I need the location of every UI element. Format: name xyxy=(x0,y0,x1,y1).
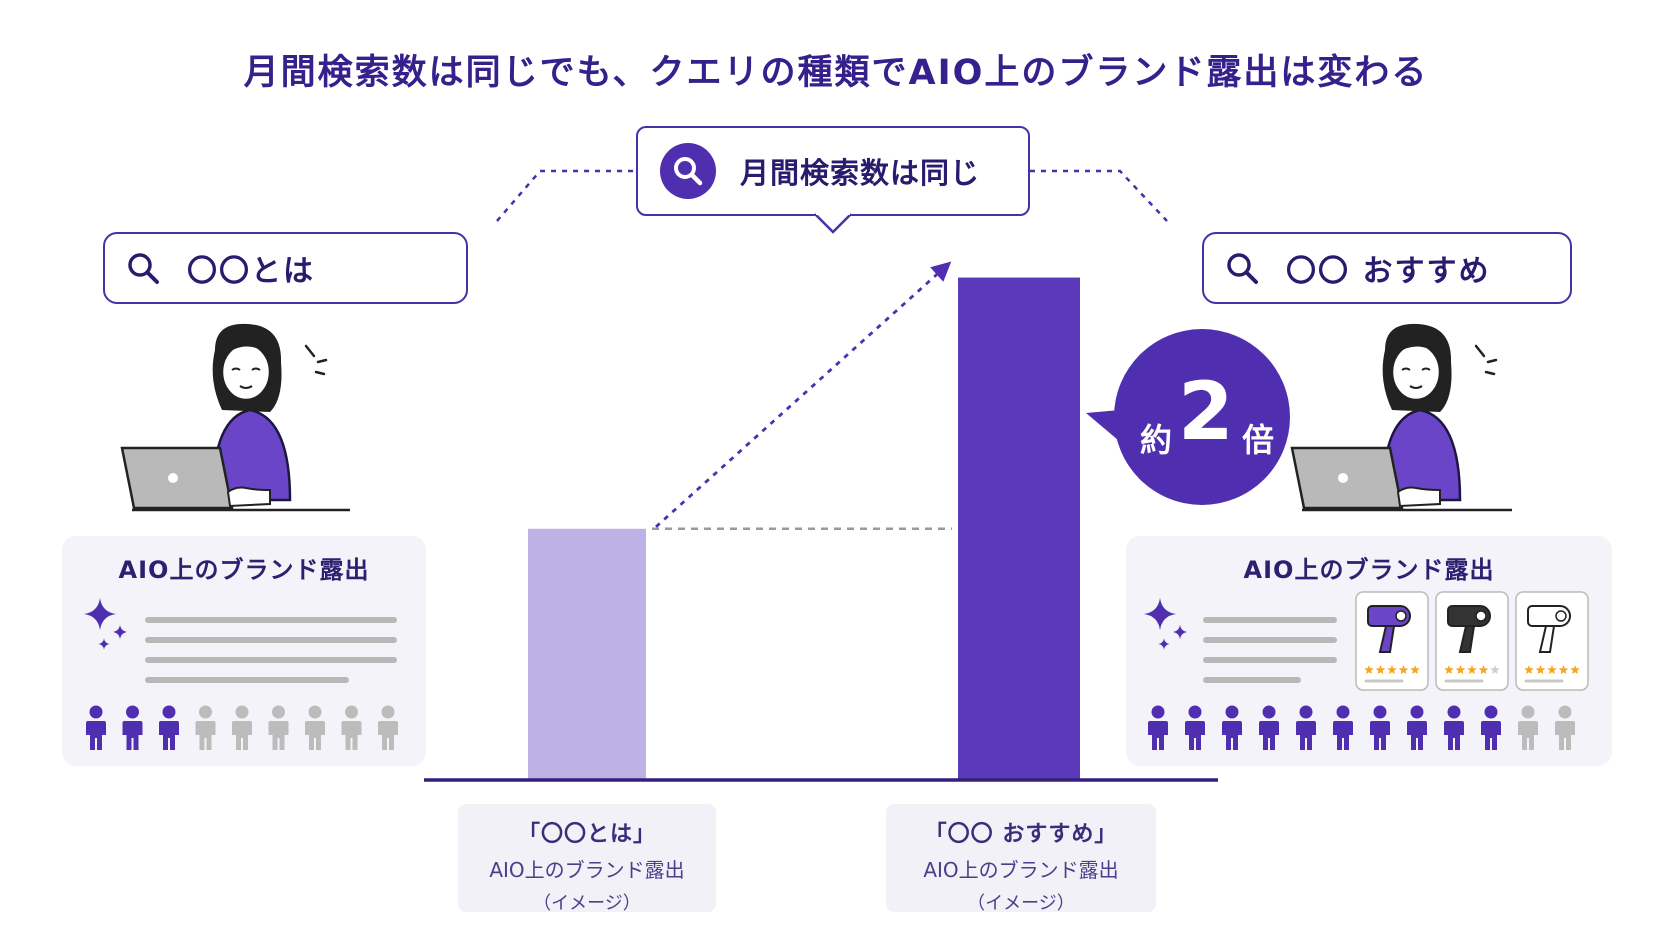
badge-pointer xyxy=(1086,410,1120,440)
star-icon xyxy=(1467,665,1477,674)
right-connector-line xyxy=(1030,169,1168,222)
star-icon xyxy=(1524,665,1534,674)
badge-suffix: 倍 xyxy=(1242,421,1275,459)
product-card xyxy=(1435,591,1509,691)
star-icon xyxy=(1387,665,1397,674)
search-icon xyxy=(1227,253,1258,284)
left-query-text: 〇〇とは xyxy=(187,254,315,289)
hair-dryer-icon xyxy=(1527,605,1571,653)
badge-value: 2 xyxy=(1178,365,1234,458)
person-icon xyxy=(305,705,325,750)
product-card xyxy=(1515,591,1589,691)
person-icon-highlighted xyxy=(159,705,179,750)
callout-text: 月間検索数は同じ xyxy=(740,156,981,190)
left-ai-sparkle-icon xyxy=(84,598,128,650)
left-search-box: 〇〇とは xyxy=(103,232,468,304)
left-answer-text-lines xyxy=(145,617,397,683)
person-icon-highlighted xyxy=(1148,705,1168,750)
person-icon-highlighted xyxy=(1370,705,1390,750)
growth-arrow xyxy=(655,261,952,528)
page-title: 月間検索数は同じでも、クエリの種類でAIO上のブランド露出は変わる xyxy=(243,53,1429,93)
person-icon xyxy=(232,705,252,750)
person-icon xyxy=(1518,705,1538,750)
search-icon xyxy=(128,253,159,284)
person-icon-highlighted xyxy=(1481,705,1501,750)
person-icon xyxy=(378,705,398,750)
person-icon-highlighted xyxy=(1259,705,1279,750)
right-query-text: 〇〇 おすすめ xyxy=(1286,254,1491,289)
right-ai-sparkle-icon xyxy=(1144,598,1188,650)
star-icon xyxy=(1410,665,1420,674)
person-icon-highlighted xyxy=(86,705,106,750)
bar-right xyxy=(958,277,1080,780)
caption-label: AIO上のブランド露出 xyxy=(489,858,685,882)
right-answer-text-lines xyxy=(1203,617,1337,683)
caption-note: （イメージ） xyxy=(533,893,641,914)
person-icon xyxy=(195,705,216,750)
star-icon xyxy=(1398,665,1409,674)
caption-query: 「〇〇 おすすめ」 xyxy=(924,822,1118,847)
two-times-badge: 約 2 倍 xyxy=(1114,329,1290,505)
product-cards xyxy=(1355,591,1589,691)
search-icon xyxy=(660,143,716,199)
right-search-box: 〇〇 おすすめ xyxy=(1202,232,1572,304)
left-user-illustration xyxy=(120,323,350,512)
left-bar-caption: 「〇〇とは」 AIO上のブランド露出 （イメージ） xyxy=(458,804,716,914)
left-connector-line xyxy=(496,169,636,222)
person-icon-highlighted xyxy=(122,705,143,750)
person-icon-highlighted xyxy=(1185,705,1205,750)
left-exposure-people xyxy=(86,705,398,750)
bar-chart xyxy=(528,277,1080,780)
person-icon-highlighted xyxy=(1222,705,1242,750)
star-icon xyxy=(1364,665,1374,674)
star-icon xyxy=(1490,665,1500,674)
person-icon-highlighted xyxy=(1407,705,1427,750)
star-icon xyxy=(1547,665,1557,674)
person-icon-highlighted xyxy=(1444,705,1464,750)
right-panel-title: AIO上のブランド露出 xyxy=(1243,556,1495,584)
star-icon xyxy=(1455,665,1466,674)
person-icon xyxy=(1555,705,1575,750)
left-panel-title: AIO上のブランド露出 xyxy=(118,556,370,584)
right-exposure-people xyxy=(1148,705,1575,750)
right-user-illustration xyxy=(1290,323,1512,512)
star-icon xyxy=(1444,665,1454,674)
person-icon xyxy=(268,705,289,750)
person-icon-highlighted xyxy=(1333,705,1353,750)
star-icon xyxy=(1478,665,1489,674)
person-icon xyxy=(341,705,362,750)
same-search-volume-callout: 月間検索数は同じ xyxy=(636,126,1030,216)
person-icon-highlighted xyxy=(1296,705,1316,750)
caption-note: （イメージ） xyxy=(967,893,1075,914)
right-bar-caption: 「〇〇 おすすめ」 AIO上のブランド露出 （イメージ） xyxy=(886,804,1156,914)
caption-label: AIO上のブランド露出 xyxy=(923,858,1119,882)
star-icon xyxy=(1558,665,1569,674)
star-icon xyxy=(1570,665,1580,674)
star-icon xyxy=(1535,665,1546,674)
bar-left xyxy=(528,528,646,780)
star-icon xyxy=(1375,665,1386,674)
hair-dryer-icon xyxy=(1367,605,1411,653)
caption-query: 「〇〇とは」 xyxy=(517,822,656,847)
product-card xyxy=(1355,591,1429,691)
callout-pointer xyxy=(814,213,852,234)
hair-dryer-icon xyxy=(1447,605,1491,653)
badge-prefix: 約 xyxy=(1140,421,1173,459)
